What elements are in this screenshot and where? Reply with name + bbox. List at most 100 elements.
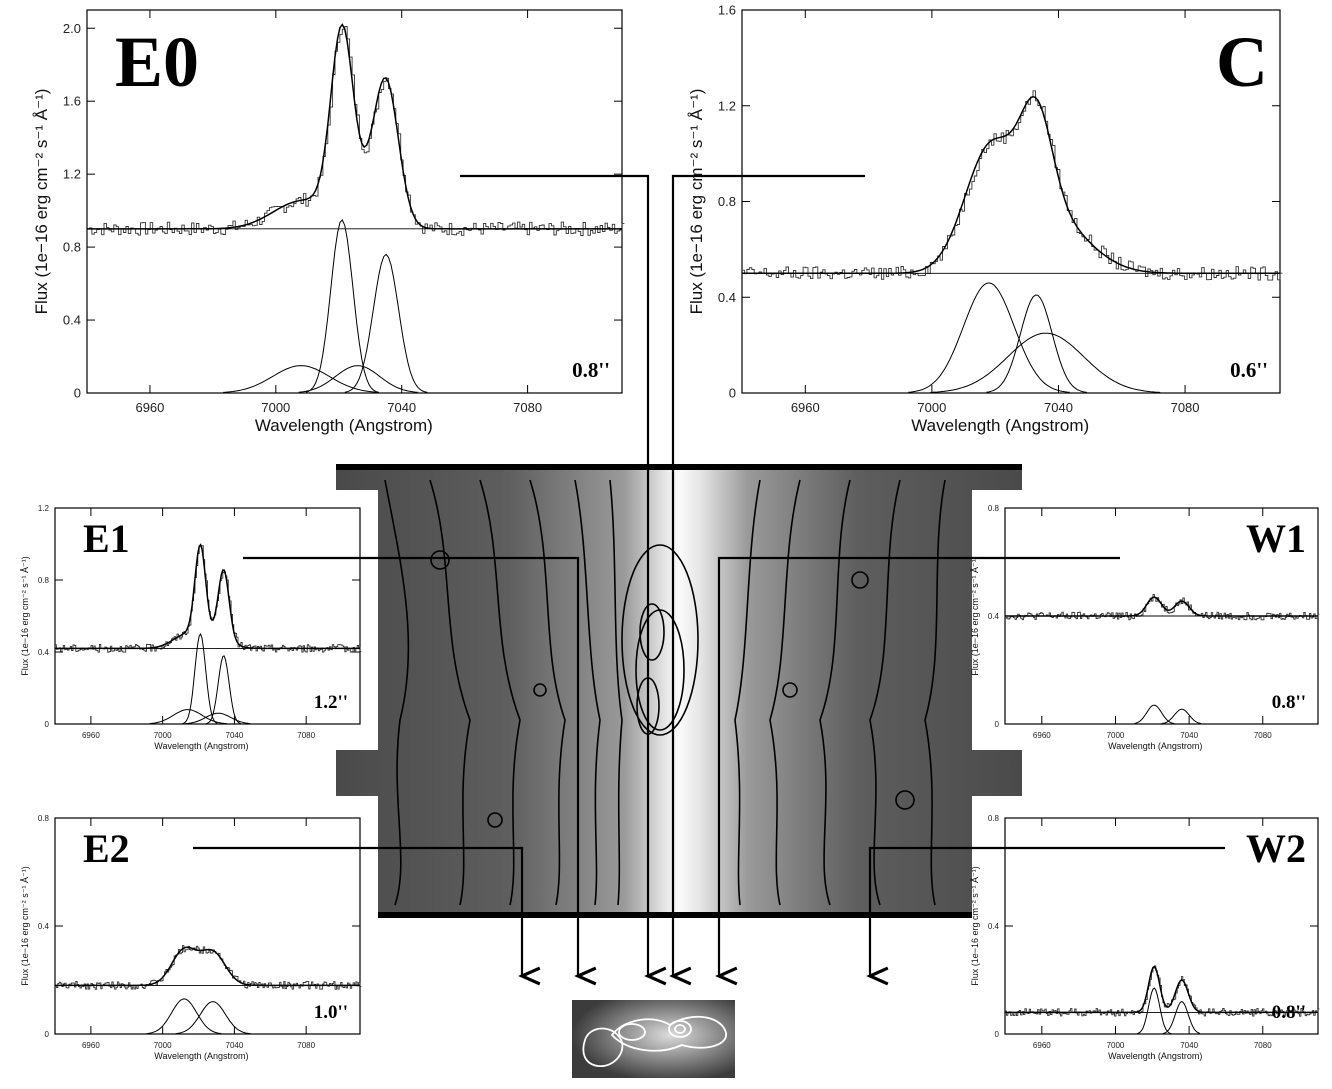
marker-E1 — [243, 556, 597, 986]
panel-label: C — [1216, 22, 1268, 102]
x-tick-label: 7040 — [1180, 731, 1198, 740]
y-tick-label: 0.8 — [38, 576, 50, 585]
panel-W1: 6960 7000 7040 7080 0 0.4 0.8 Wavelength (Angst… — [970, 504, 1320, 751]
y-tick-label: 0.4 — [38, 922, 50, 931]
gaussian-component — [182, 633, 218, 725]
y-tick-label: 1.2 — [63, 167, 81, 182]
x-axis-label: Wavelength (Angstrom) — [154, 1051, 248, 1061]
gaussian-component — [205, 655, 241, 725]
x-tick-label: 7080 — [297, 1041, 315, 1050]
x-tick-label: 6960 — [1033, 731, 1051, 740]
x-tick-label: 7080 — [1171, 400, 1200, 415]
gaussian-component — [1137, 987, 1172, 1035]
y-tick-label: 0.8 — [988, 504, 1000, 513]
y-tick-label: 0.4 — [988, 612, 1000, 621]
x-tick-label: 7000 — [261, 400, 290, 415]
slit-contours — [384, 479, 946, 906]
x-tick-label: 7000 — [154, 1041, 172, 1050]
y-tick-label: 0 — [45, 720, 50, 729]
observed-spectrum — [1005, 965, 1320, 1017]
x-tick-label: 7080 — [297, 731, 315, 740]
observed-spectrum — [55, 945, 362, 990]
x-tick-label: 6960 — [791, 400, 820, 415]
x-tick-label: 7000 — [1107, 731, 1125, 740]
y-tick-label: 2.0 — [63, 21, 81, 36]
panel-label: W2 — [1246, 826, 1306, 871]
x-tick-label: 6960 — [82, 1041, 100, 1050]
gaussian-component — [1162, 1001, 1201, 1034]
thumbnail-image — [572, 1000, 735, 1078]
gaussian-component — [223, 365, 379, 393]
y-axis-label: Flux (1e−16 erg cm⁻² s⁻¹ Å⁻¹) — [970, 556, 980, 676]
y-tick-label: 0.4 — [38, 648, 50, 657]
x-tick-label: 7040 — [1044, 400, 1073, 415]
x-axis-label: Wavelength (Angstrom) — [154, 741, 248, 751]
x-tick-label: 7040 — [1180, 1041, 1198, 1050]
plot-frame — [54, 507, 361, 725]
x-tick-label: 7080 — [1254, 1041, 1272, 1050]
panel-label: E2 — [83, 826, 130, 871]
marker-E0 — [460, 174, 667, 986]
total-fit-line — [742, 95, 1280, 275]
x-tick-label: 7040 — [226, 1041, 244, 1050]
observed-spectrum — [55, 545, 362, 653]
marker-W2 — [866, 846, 1225, 986]
gaussian-component — [908, 282, 1070, 393]
y-tick-label: 1.2 — [718, 98, 736, 113]
y-tick-label: 1.6 — [718, 3, 736, 18]
gaussian-component — [185, 712, 251, 725]
y-tick-label: 0.8 — [718, 194, 736, 209]
aperture-label: 1.2'' — [314, 692, 348, 713]
panel-W2: 6960 7000 7040 7080 0 0.4 0.8 Wavelength (Angst… — [970, 814, 1320, 1061]
x-axis-label: Wavelength (Angstrom) — [1108, 741, 1202, 751]
observed-spectrum — [742, 90, 1283, 281]
panel-E2: 6960 7000 7040 7080 0 0.4 0.8 Wavelength (Angst… — [20, 814, 362, 1061]
x-tick-label: 7040 — [387, 400, 416, 415]
y-tick-label: 0.4 — [718, 290, 736, 305]
gaussian-component — [930, 332, 1161, 393]
gaussian-component — [175, 1001, 251, 1035]
x-tick-label: 6960 — [82, 731, 100, 740]
slit-image-border — [336, 464, 1022, 918]
aperture-label: 0.8'' — [572, 358, 610, 382]
x-tick-label: 7080 — [513, 400, 542, 415]
y-axis-label: Flux (1e−16 erg cm⁻² s⁻¹ Å⁻¹) — [20, 556, 30, 676]
aperture-label: 0.6'' — [1230, 358, 1268, 382]
gaussian-component — [146, 998, 222, 1035]
x-tick-label: 7000 — [1107, 1041, 1125, 1050]
x-tick-label: 6960 — [135, 400, 164, 415]
panel-label: E0 — [115, 22, 199, 102]
thumbnail-contours — [582, 1015, 728, 1067]
slit-image — [336, 464, 1022, 918]
marker-W1 — [715, 556, 1120, 986]
gaussian-component — [986, 294, 1087, 393]
x-axis-label: Wavelength (Angstrom) — [1108, 1051, 1202, 1061]
panel-E1: 6960 7000 7040 7080 0 0.4 0.8 1.2 Wavelength (An… — [20, 504, 362, 751]
gaussian-component — [1134, 704, 1175, 725]
y-tick-label: 0.8 — [63, 240, 81, 255]
y-tick-label: 0 — [729, 386, 736, 401]
y-axis-label: Flux (1e−16 erg cm⁻² s⁻¹ Å⁻¹) — [970, 866, 980, 986]
aperture-label: 0.8'' — [1272, 692, 1306, 713]
gaussian-component — [344, 253, 428, 393]
y-tick-label: 0 — [45, 1030, 50, 1039]
panel-C: 6960 7000 7040 7080 0 0.4 0.8 1.2 1.6 Wavelength … — [687, 3, 1283, 435]
plot-frame — [741, 9, 1281, 394]
y-tick-label: 0.4 — [988, 922, 1000, 931]
panel-label: E1 — [83, 516, 130, 561]
panel-label: W1 — [1246, 516, 1306, 561]
gaussian-component — [149, 709, 227, 725]
marker-E2 — [193, 846, 541, 986]
x-tick-label: 6960 — [1033, 1041, 1051, 1050]
x-tick-label: 7080 — [1254, 731, 1272, 740]
y-tick-label: 0.4 — [63, 313, 81, 328]
x-tick-label: 7000 — [917, 400, 946, 415]
extraction-markers — [193, 174, 1225, 986]
x-axis-label: Wavelength (Angstrom) — [255, 416, 433, 435]
slit-image-frame — [336, 466, 1022, 916]
y-tick-label: 0 — [995, 720, 1000, 729]
y-axis-label: Flux (1e−16 erg cm⁻² s⁻¹ Å⁻¹) — [20, 866, 30, 986]
panel-E0: 6960 7000 7040 7080 0 0.4 0.8 1.2 1.6 2.0 Waveleng… — [32, 9, 625, 435]
y-tick-label: 0 — [995, 1030, 1000, 1039]
aperture-label: 0.8'' — [1272, 1002, 1306, 1023]
